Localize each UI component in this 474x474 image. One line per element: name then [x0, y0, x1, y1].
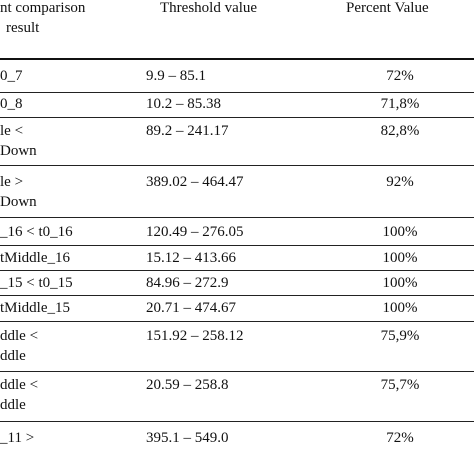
row-rule: [0, 421, 474, 422]
comparison-text-line-2: Down: [0, 194, 37, 210]
header-comparison-line-2: result: [6, 20, 40, 36]
comparison-cell: _16 < t0_16: [0, 222, 73, 242]
comparison-text-line-1: ddle <: [0, 377, 39, 393]
threshold-cell: 389.02 – 464.47: [146, 174, 244, 190]
threshold-cell: 151.92 – 258.12: [146, 328, 244, 344]
threshold-cell: 15.12 – 413.66: [146, 250, 236, 266]
threshold-cell: 120.49 – 276.05: [146, 224, 244, 240]
row-rule: [0, 92, 474, 93]
comparison-text-line-1: le <: [0, 123, 24, 139]
row-rule: [0, 321, 474, 322]
header-percent-value: Percent Value: [346, 0, 429, 16]
comparison-text-line-2: ddle: [0, 348, 26, 364]
comparison-cell: 0_7: [0, 66, 23, 86]
comparison-cell: tMiddle_16: [0, 248, 70, 268]
comparison-cell: le > Down: [0, 172, 37, 212]
percent-cell: 71,8%: [380, 96, 420, 112]
percent-cell: 92%: [386, 174, 414, 190]
comparison-text: tMiddle_16: [0, 250, 70, 266]
row-rule: [0, 270, 474, 271]
row-rule: [0, 217, 474, 218]
threshold-cell: 84.96 – 272.9: [146, 275, 229, 291]
percent-cell: 100%: [382, 300, 418, 316]
row-rule: [0, 371, 474, 372]
comparison-text: 0_8: [0, 96, 23, 112]
header-comparison-line-1: nt comparison: [0, 0, 86, 16]
comparison-text-line-1: le >: [0, 174, 24, 190]
threshold-cell: 9.9 – 85.1: [146, 68, 206, 84]
comparison-text-line-1: ddle <: [0, 328, 39, 344]
row-rule: [0, 117, 474, 118]
row-rule: [0, 245, 474, 246]
threshold-cell: 395.1 – 549.0: [146, 430, 229, 446]
threshold-cell: 20.59 – 258.8: [146, 377, 229, 393]
percent-cell: 75,9%: [380, 328, 420, 344]
row-rule: [0, 295, 474, 296]
comparison-text: tMiddle_15: [0, 300, 70, 316]
percent-cell: 75,7%: [380, 377, 420, 393]
percent-cell: 100%: [382, 224, 418, 240]
percent-cell: 82,8%: [380, 123, 420, 139]
row-rule: [0, 165, 474, 166]
percent-cell: 100%: [382, 250, 418, 266]
comparison-cell: _15 < t0_15: [0, 273, 73, 293]
comparison-cell: _11 >: [0, 428, 34, 448]
comparison-text-line-2: Down: [0, 143, 37, 159]
header-threshold-value: Threshold value: [160, 0, 258, 16]
header-rule: [0, 58, 474, 60]
percent-cell: 72%: [386, 68, 414, 84]
comparison-cell: tMiddle_15: [0, 298, 70, 318]
comparison-text: _16 < t0_16: [0, 224, 73, 240]
comparison-text: _11 >: [0, 430, 35, 446]
threshold-cell: 20.71 – 474.67: [146, 300, 236, 316]
percent-cell: 72%: [386, 430, 414, 446]
header-comparison-result: nt comparison result: [0, 0, 85, 38]
threshold-cell: 89.2 – 241.17: [146, 123, 229, 139]
percent-cell: 100%: [382, 275, 418, 291]
comparison-cell: 0_8: [0, 94, 23, 114]
threshold-cell: 10.2 – 85.38: [146, 96, 221, 112]
comparison-text: 0_7: [0, 68, 23, 84]
comparison-cell: ddle < ddle: [0, 326, 38, 366]
comparison-text: _15 < t0_15: [0, 275, 73, 291]
comparison-cell: ddle < ddle: [0, 375, 38, 415]
comparison-text-line-2: ddle: [0, 397, 26, 413]
comparison-cell: le < Down: [0, 121, 37, 161]
